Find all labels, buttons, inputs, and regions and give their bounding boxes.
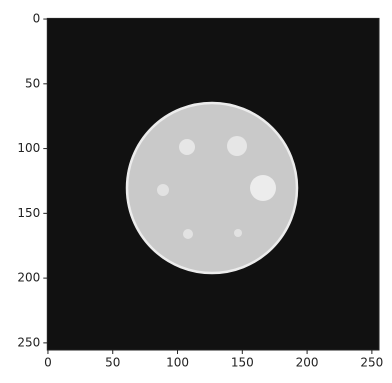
phantom-spot xyxy=(227,136,247,156)
y-tick-label: 100 xyxy=(17,141,40,155)
chart: 0 50 100 150 200 250 0 50 100 150 200 250 xyxy=(0,0,392,379)
x-tick-label: 50 xyxy=(105,356,120,370)
phantom-spot xyxy=(179,139,195,155)
x-tick-label: 250 xyxy=(360,356,383,370)
y-tick-label: 0 xyxy=(33,12,41,26)
y-tick-label: 150 xyxy=(17,206,40,220)
phantom-spot xyxy=(250,175,276,201)
y-tick-label: 50 xyxy=(25,76,40,90)
y-tick-label: 250 xyxy=(17,335,40,349)
x-tick-label: 100 xyxy=(166,356,189,370)
image-plot xyxy=(47,18,379,350)
x-tick-label: 150 xyxy=(231,356,254,370)
phantom-spot xyxy=(157,184,169,196)
x-tick-label: 200 xyxy=(296,356,319,370)
x-tick-label: 0 xyxy=(44,356,52,370)
phantom-spot xyxy=(234,229,242,237)
page: 050100150200250050100150200250 (() => { … xyxy=(0,0,392,383)
y-tick-label: 200 xyxy=(17,271,40,285)
phantom-spot xyxy=(183,229,193,239)
